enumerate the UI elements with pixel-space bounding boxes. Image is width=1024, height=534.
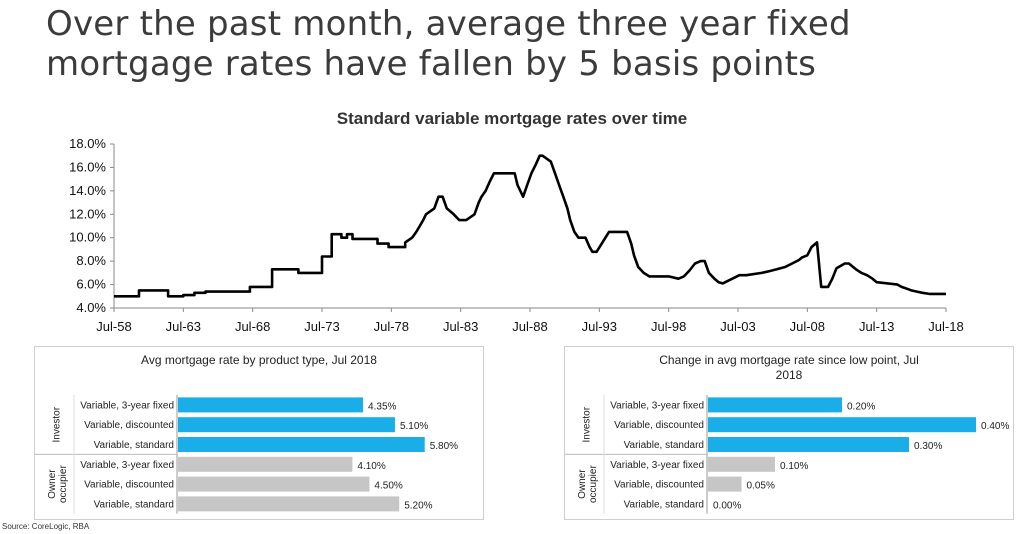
category-label: Variable, standard — [624, 440, 704, 451]
x-tick-label: Jul-13 — [859, 319, 894, 334]
category-label: Variable, 3-year fixed — [610, 460, 704, 471]
group-label-line: occupier — [588, 465, 599, 503]
bar-chart-product-type: Investor Owneroccupier Variable, 3-year fi… — [35, 395, 458, 514]
y-tick-label: 18.0% — [69, 136, 106, 151]
category-label: Variable, discounted — [84, 480, 174, 491]
bar-value-label: 4.35% — [368, 401, 396, 412]
x-tick-label: Jul-63 — [166, 319, 201, 334]
bar-value-label: 0.20% — [847, 401, 875, 412]
x-tick-label: Jul-73 — [304, 319, 339, 334]
bar-value-label: 0.30% — [914, 441, 942, 452]
bar — [708, 456, 775, 472]
bar-value-label: 5.20% — [404, 500, 432, 511]
x-tick-label: Jul-18 — [928, 319, 963, 334]
x-tick-label: Jul-03 — [720, 319, 755, 334]
page-headline: Over the past month, average three year … — [46, 4, 851, 84]
x-tick-label: Jul-58 — [96, 319, 131, 334]
line-chart-title: Standard variable mortgage rates over ti… — [336, 109, 688, 128]
bar-value-label: 4.10% — [357, 461, 385, 472]
y-tick-label: 8.0% — [76, 253, 106, 268]
y-tick-label: 14.0% — [69, 183, 106, 198]
bar-value-label: 0.00% — [713, 500, 741, 511]
group-label-owner-occupier: Owneroccupier — [577, 465, 599, 503]
group-label-line: Owner — [47, 469, 58, 499]
group-label-owner-occupier: Owneroccupier — [47, 465, 69, 503]
bar-value-label: 5.10% — [400, 421, 428, 432]
category-label: Variable, 3-year fixed — [610, 400, 704, 411]
group-label-line: Owner — [577, 469, 588, 499]
bar-chart-title: Avg mortgage rate by product type, Jul 2… — [141, 353, 377, 367]
source-note: Source: CoreLogic, RBA — [2, 522, 90, 531]
y-tick-label: 6.0% — [76, 277, 106, 292]
x-tick-label: Jul-93 — [582, 319, 617, 334]
category-label: Variable, discounted — [614, 480, 704, 491]
bar-value-label: 0.40% — [981, 421, 1009, 432]
bar — [708, 476, 742, 492]
y-tick-label: 12.0% — [69, 206, 106, 221]
bar-chart-title: Change in avg mortgage rate since low po… — [659, 353, 919, 382]
bar-value-label: 4.50% — [374, 481, 402, 492]
bar — [178, 417, 395, 433]
bar — [178, 476, 370, 492]
bar-panel-change: Change in avg mortgage rate since low po… — [564, 346, 1014, 520]
x-tick-label: Jul-68 — [235, 319, 270, 334]
bar-value-label: 5.80% — [430, 441, 458, 452]
bar — [178, 437, 425, 452]
bar-value-label: 0.10% — [780, 461, 808, 472]
line-chart: 4.0% 6.0% 8.0% 10.0% 12.0% 14.0% 16.0% 18.0% Jul… — [69, 136, 964, 334]
x-tick-label: Jul-78 — [374, 319, 409, 334]
y-tick-label: 4.0% — [76, 300, 106, 315]
category-label: Variable, discounted — [614, 420, 704, 431]
category-label: Variable, discounted — [84, 420, 174, 431]
category-label: Variable, standard — [94, 499, 174, 510]
y-tick-label: 16.0% — [69, 159, 106, 174]
bar — [708, 417, 976, 433]
group-label-investor: Investor — [52, 406, 63, 442]
bar — [708, 397, 842, 413]
bar-value-label: 0.05% — [747, 481, 775, 492]
category-label: Variable, standard — [94, 440, 174, 451]
y-tick-label: 10.0% — [69, 230, 106, 245]
x-tick-label: Jul-83 — [443, 319, 478, 334]
x-tick-label: Jul-98 — [651, 319, 686, 334]
series-line — [114, 154, 946, 298]
category-label: Variable, 3-year fixed — [80, 400, 174, 411]
bar — [178, 456, 353, 472]
x-tick-label: Jul-08 — [790, 319, 825, 334]
bar-chart-change: Investor Owneroccupier Variable, 3-year fi… — [565, 395, 1009, 514]
bar — [708, 437, 909, 452]
group-label-investor: Investor — [582, 406, 593, 442]
group-label-line: occupier — [58, 465, 69, 503]
bar — [178, 496, 400, 512]
category-label: Variable, 3-year fixed — [80, 460, 174, 471]
x-tick-label: Jul-88 — [512, 319, 547, 334]
bar — [178, 397, 364, 413]
category-label: Variable, standard — [624, 499, 704, 510]
